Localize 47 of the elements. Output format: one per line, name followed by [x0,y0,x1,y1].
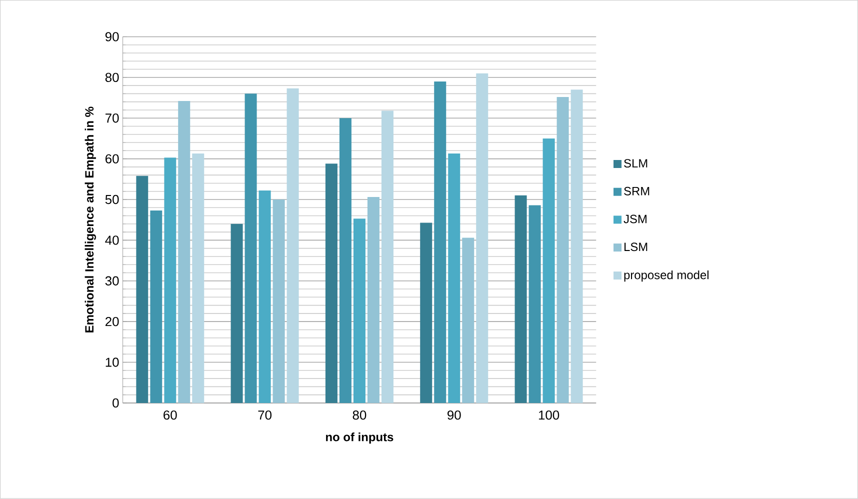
legend-label: SRM [624,187,650,196]
bar [230,224,243,404]
bar [272,200,285,404]
x-tick-label: 80 [352,410,366,420]
bar [325,164,338,404]
bar [353,218,366,404]
y-tick-label: 80 [105,72,119,82]
bar [367,197,380,404]
x-tick-label: 100 [538,410,560,420]
bar [381,110,394,404]
bar [570,90,583,404]
legend-label: SLM [624,159,648,168]
bar [136,176,148,404]
legend-label: proposed model [624,270,708,282]
bar [150,210,162,404]
bar [286,88,299,404]
bar [258,190,271,404]
y-tick-label: 40 [105,236,119,245]
bar [556,97,569,404]
bar [448,154,460,404]
y-tick-label: 0 [112,398,119,408]
y-tick-label: 10 [106,358,119,367]
bar [244,94,257,404]
bar [462,238,474,404]
y-tick-label: 60 [106,154,119,164]
x-tick-label: 60 [164,410,177,420]
y-tick-label: 50 [105,195,119,204]
bar [528,205,541,404]
bar [178,101,190,404]
y-tick-label: 20 [106,317,119,326]
bar [339,118,352,404]
bar [192,154,204,404]
y-tick-label: 90 [105,32,119,42]
x-tick-label: 70 [258,410,272,420]
legend-label: LSM [624,242,648,252]
y-tick-label: 30 [105,276,119,286]
bar [420,222,432,404]
bar [542,138,555,404]
x-axis-title: no of inputs [326,432,394,444]
legend-label: JSM [624,214,646,224]
y-tick-label: 70 [106,114,119,123]
bar [514,196,527,404]
x-tick-label: 90 [448,410,461,420]
bar [476,73,488,404]
bar [434,82,446,404]
y-axis-title: Emotional Intelligence and Empath in % [84,106,96,333]
bar [164,158,176,404]
